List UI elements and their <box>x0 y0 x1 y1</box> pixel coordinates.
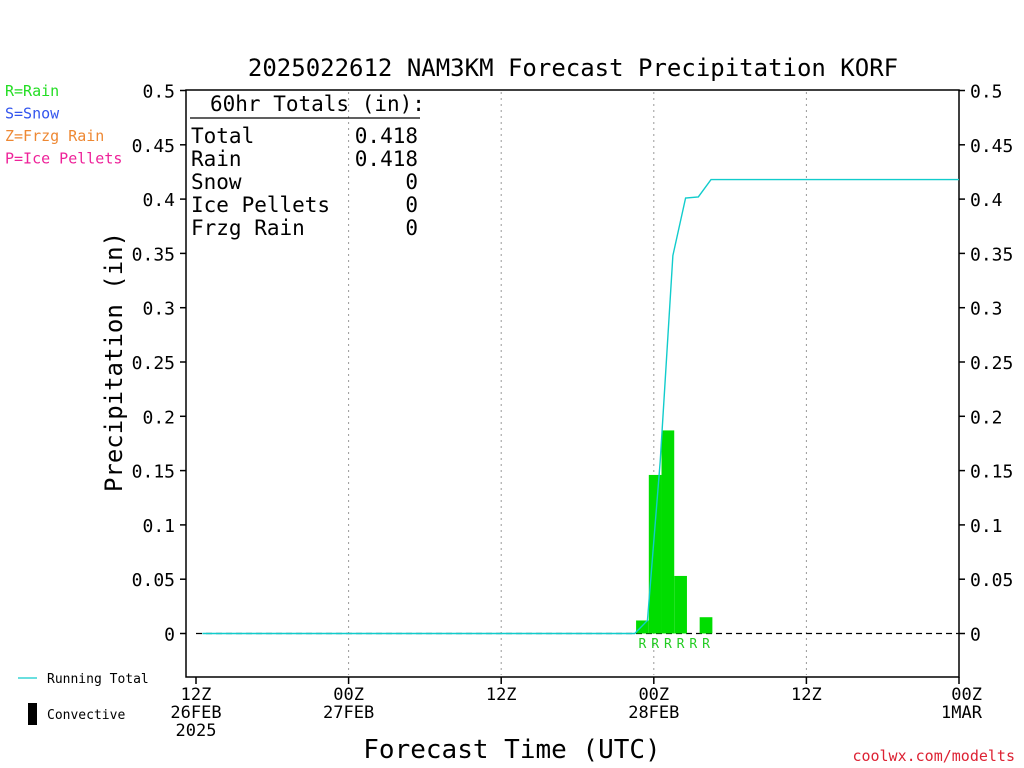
precip-bar <box>661 430 675 634</box>
precip-type-legend-item: P=Ice Pellets <box>5 150 122 168</box>
x-tick-label: 1MAR <box>941 703 983 723</box>
totals-row-label: Frzg Rain <box>191 216 305 240</box>
convective-legend-swatch <box>28 703 37 725</box>
totals-row-label: Ice Pellets <box>191 193 330 217</box>
totals-row-value: 0 <box>405 170 418 194</box>
x-tick-label: 27FEB <box>323 703 374 723</box>
totals-row-value: 0.418 <box>355 147 418 171</box>
totals-row-value: 0.418 <box>355 124 418 148</box>
precip-type-legend-item: Z=Frzg Rain <box>5 127 104 145</box>
y-tick-label: 0.3 <box>142 299 175 320</box>
y-tick-label: 0.35 <box>132 244 175 265</box>
precip-bar <box>636 620 649 634</box>
totals-row-label: Snow <box>191 170 242 194</box>
totals-row-value: 0 <box>405 216 418 240</box>
x-tick-label: 12Z <box>791 685 822 705</box>
y-tick-label: 0.15 <box>970 462 1013 483</box>
y-tick-label: 0.25 <box>132 353 175 374</box>
running-total-line <box>202 178 959 635</box>
precip-type-legend: R=Rain S=Snow Z=Frzg Rain P=Ice Pellets <box>5 82 122 168</box>
y-tick-label: 0 <box>164 625 175 646</box>
totals-row-value: 0 <box>405 193 418 217</box>
y-axis-left: 0 0.05 0.1 0.15 0.2 0.25 0.3 0.35 0.4 0.45 0.5 <box>132 82 186 646</box>
x-axis-label: Forecast Time (UTC) <box>363 735 660 765</box>
y-tick-label: 0.45 <box>970 136 1013 157</box>
x-tick-label: 00Z <box>638 685 669 705</box>
y-tick-label: 0.1 <box>970 516 1003 537</box>
y-tick-label: 0.3 <box>970 299 1003 320</box>
precip-bars <box>636 430 713 634</box>
precip-type-label: R <box>651 637 659 652</box>
precip-type-label: R <box>639 637 647 652</box>
precip-type-legend-item: R=Rain <box>5 82 59 100</box>
precip-bar <box>648 474 662 634</box>
x-tick-label: 00Z <box>951 685 982 705</box>
watermark: coolwx.com/modelts <box>852 747 1015 765</box>
x-tick-label: 26FEB <box>170 703 221 723</box>
totals-heading: 60hr Totals (in): <box>210 92 425 116</box>
totals-box: 60hr Totals (in): Total 0.418 Rain 0.418 Snow… <box>190 92 425 240</box>
precip-type-label: R <box>689 637 697 652</box>
y-tick-label: 0.05 <box>132 570 175 591</box>
plot-frame <box>185 89 960 678</box>
y-axis-right: 0 0.05 0.1 0.15 0.2 0.25 0.3 0.35 0.4 0.45 0.5 <box>959 82 1013 646</box>
precip-type-label: R <box>702 637 710 652</box>
x-tick-label: 12Z <box>486 685 517 705</box>
totals-row-label: Rain <box>191 147 242 171</box>
y-tick-label: 0.1 <box>142 516 175 537</box>
y-tick-label: 0.35 <box>970 244 1013 265</box>
y-tick-label: 0.4 <box>142 190 175 211</box>
series-legend-label: Running Total <box>47 672 149 687</box>
x-tick-label: 28FEB <box>628 703 679 723</box>
y-tick-label: 0.5 <box>142 82 175 103</box>
grid-lines <box>348 92 807 675</box>
y-tick-label: 0.05 <box>970 570 1013 591</box>
series-legend: Running Total Convective <box>18 672 149 725</box>
y-tick-label: 0 <box>970 625 981 646</box>
precip-type-label: R <box>664 637 672 652</box>
y-tick-label: 0.2 <box>970 407 1003 428</box>
precip-type-legend-item: S=Snow <box>5 105 60 123</box>
precip-type-label: R <box>677 637 685 652</box>
y-axis-label: Precipitation (in) <box>100 232 128 492</box>
y-tick-label: 0.15 <box>132 462 175 483</box>
series-legend-label: Convective <box>47 708 125 723</box>
y-tick-label: 0.4 <box>970 190 1003 211</box>
precip-bar <box>674 575 687 634</box>
totals-row-label: Total <box>191 124 254 148</box>
chart-title: 2025022612 NAM3KM Forecast Precipitation… <box>248 54 898 82</box>
x-tick-label: 2025 <box>176 721 217 741</box>
y-tick-label: 0.25 <box>970 353 1013 374</box>
x-tick-label: 00Z <box>333 685 364 705</box>
y-tick-label: 0.45 <box>132 136 175 157</box>
y-tick-label: 0.2 <box>142 407 175 428</box>
precip-bar <box>699 617 713 634</box>
x-tick-label: 12Z <box>181 685 212 705</box>
y-tick-label: 0.5 <box>970 82 1003 103</box>
